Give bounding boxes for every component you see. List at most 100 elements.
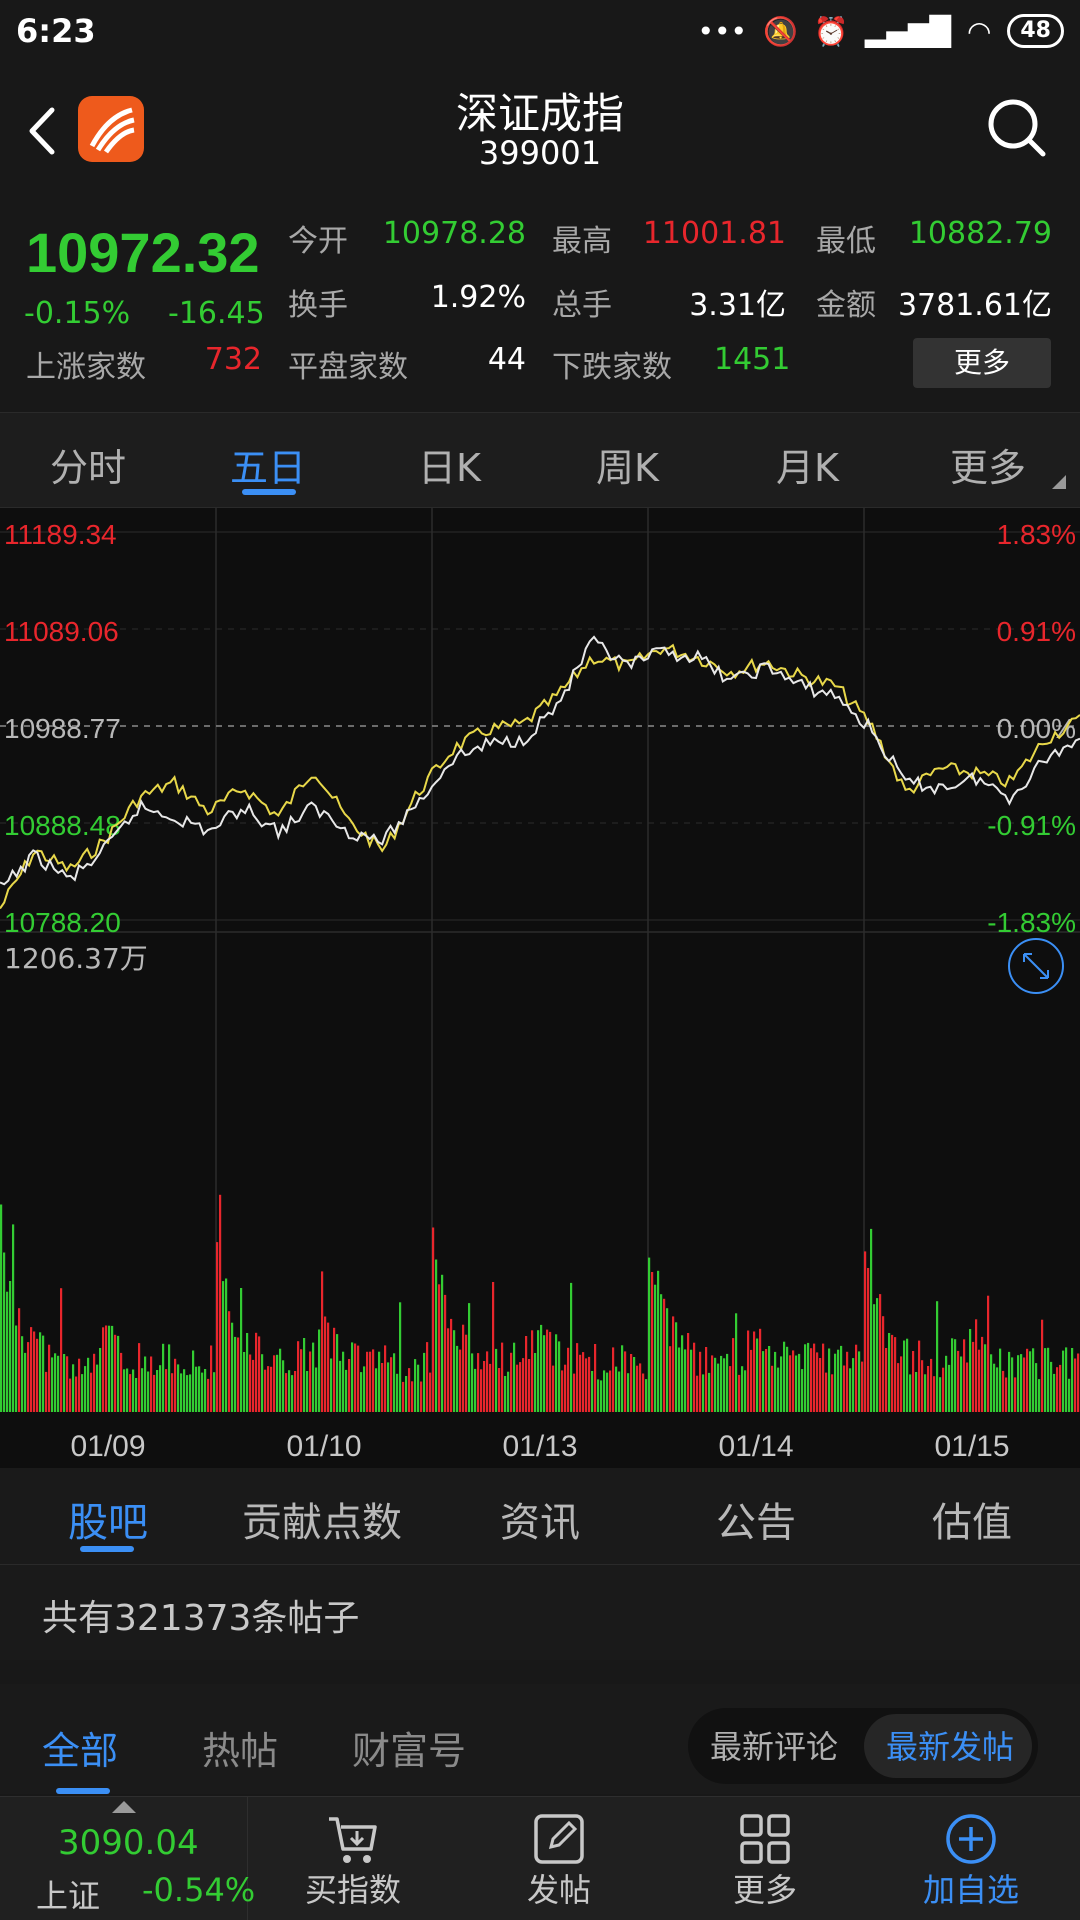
search-button[interactable] xyxy=(985,96,1049,160)
volume-bar xyxy=(537,1330,540,1412)
volume-bar xyxy=(993,1363,996,1412)
volume-bar xyxy=(114,1334,117,1412)
volume-bar xyxy=(351,1342,354,1412)
volume-bar xyxy=(750,1349,753,1412)
volume-bar xyxy=(366,1351,369,1412)
dropdown-corner-icon xyxy=(1052,475,1066,489)
nav-buy-index[interactable]: 买指数 xyxy=(250,1797,456,1920)
nav-more[interactable]: 更多 xyxy=(662,1797,868,1920)
volume-bar xyxy=(945,1355,948,1412)
tab-news[interactable]: 资讯 xyxy=(500,1500,580,1546)
volume-bar xyxy=(69,1378,72,1412)
volume-bar xyxy=(363,1366,366,1412)
x-axis-label: 01/09 xyxy=(70,1430,145,1463)
volume-bar xyxy=(693,1342,696,1412)
volume-bar xyxy=(393,1353,396,1412)
volume-bar xyxy=(744,1370,747,1412)
volume-bar xyxy=(42,1335,45,1412)
volume-bar xyxy=(111,1325,114,1412)
volume-bar xyxy=(741,1366,744,1412)
volume-bar xyxy=(486,1351,489,1412)
tab-valuation[interactable]: 估值 xyxy=(932,1500,1012,1546)
volume-bar xyxy=(972,1341,975,1412)
filter-hot[interactable]: 热帖 xyxy=(202,1729,279,1773)
stock-code: 399001 xyxy=(478,134,602,172)
volume-bar xyxy=(534,1353,537,1412)
volume-bar xyxy=(549,1331,552,1412)
volume-bar xyxy=(237,1337,240,1412)
volume-bar xyxy=(225,1278,228,1412)
volume-bar xyxy=(717,1363,720,1412)
tab-monthly-k[interactable]: 月K xyxy=(776,446,839,490)
volume-bar xyxy=(1044,1348,1047,1412)
tab-intraday[interactable]: 分时 xyxy=(50,446,127,490)
volume-bar xyxy=(765,1349,768,1412)
more-quote-button[interactable]: 更多 xyxy=(913,338,1051,388)
volume-bar xyxy=(492,1282,495,1412)
volume-bar xyxy=(822,1343,825,1412)
volume-bar xyxy=(498,1368,501,1412)
tab-forum[interactable]: 股吧 xyxy=(68,1500,148,1546)
volume-bar xyxy=(1026,1348,1029,1412)
tab-weekly-k[interactable]: 周K xyxy=(596,446,659,490)
nav-post[interactable]: 发帖 xyxy=(456,1797,662,1920)
volume-bar xyxy=(678,1347,681,1412)
volume-bar xyxy=(261,1354,264,1412)
volume-bar xyxy=(609,1370,612,1412)
volume-bar xyxy=(615,1366,618,1412)
volume-bar xyxy=(711,1355,714,1412)
index-name: 上证 xyxy=(36,1877,101,1915)
volume-bar xyxy=(564,1364,567,1412)
volume-bar xyxy=(264,1369,267,1412)
volume-bar xyxy=(870,1228,873,1412)
volume-bar xyxy=(897,1363,900,1412)
index-change: -0.54% xyxy=(142,1871,256,1909)
filter-all[interactable]: 全部 xyxy=(42,1729,119,1773)
volume-bar xyxy=(456,1345,459,1412)
volume-bar xyxy=(786,1346,789,1412)
tab-contribution[interactable]: 贡献点数 xyxy=(242,1500,402,1546)
price-chart[interactable]: 11189.34 11089.06 10988.77 10888.48 10788.20… xyxy=(0,508,1080,1468)
filter-fortune[interactable]: 财富号 xyxy=(352,1729,467,1773)
volume-bar xyxy=(657,1270,660,1412)
back-button[interactable] xyxy=(18,96,68,166)
volume-bar xyxy=(63,1354,66,1412)
volume-bar xyxy=(0,1204,3,1412)
sort-toggle: 最新评论 最新发帖 xyxy=(688,1708,1038,1784)
sort-latest-post[interactable]: 最新发帖 xyxy=(886,1728,1015,1766)
volume-bar xyxy=(912,1351,915,1412)
tab-five-day[interactable]: 五日 xyxy=(230,446,307,490)
volume-bar xyxy=(309,1351,312,1412)
wifi-icon: ◠ xyxy=(966,14,992,48)
nav-add-watchlist[interactable]: 加自选 xyxy=(868,1797,1074,1920)
tab-more[interactable]: 更多 xyxy=(950,446,1027,490)
tab-announcements[interactable]: 公告 xyxy=(716,1500,796,1546)
amount-value: 3781.61亿 xyxy=(897,288,1052,323)
y-axis-label-right: 0.91% xyxy=(997,616,1076,647)
tab-daily-k[interactable]: 日K xyxy=(418,446,481,490)
flat-count: 44 xyxy=(487,342,526,377)
volume-bar xyxy=(756,1338,759,1412)
sort-latest-comment[interactable]: 最新评论 xyxy=(710,1728,839,1766)
signal-icon: ▂▄▆█ xyxy=(864,14,951,48)
volume-bar xyxy=(696,1375,699,1412)
volume-bar xyxy=(357,1345,360,1412)
volume-bar xyxy=(495,1348,498,1412)
volume-bar xyxy=(360,1372,363,1412)
volume-bar xyxy=(435,1259,438,1412)
volume-bar xyxy=(54,1353,57,1412)
volume-bar xyxy=(306,1371,309,1412)
volume-bar xyxy=(420,1381,423,1412)
volume-bar xyxy=(1071,1348,1074,1412)
index-ticker[interactable]: 3090.04 上证 -0.54% xyxy=(0,1797,255,1920)
add-circle-icon xyxy=(946,1814,996,1864)
volume-bar xyxy=(621,1345,624,1412)
volume-bar xyxy=(600,1380,603,1412)
volume-bar xyxy=(411,1381,414,1412)
volume-bar xyxy=(780,1356,783,1412)
volume-bar xyxy=(204,1369,207,1412)
volume-bar xyxy=(714,1357,717,1412)
nav-post-label: 发帖 xyxy=(526,1871,591,1909)
y-axis-label-right: -1.83% xyxy=(987,907,1076,938)
volume-bar xyxy=(288,1370,291,1412)
